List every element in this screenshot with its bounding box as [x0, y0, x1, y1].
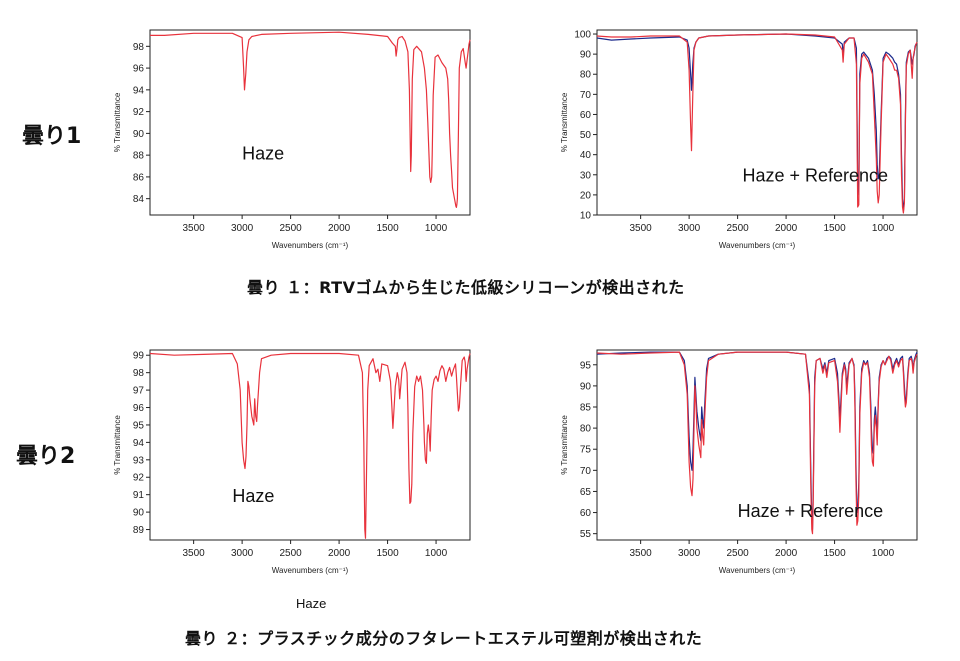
x-tick-label: 1500: [823, 223, 846, 234]
x-tick-label: 2500: [279, 223, 302, 234]
row-label-2: 曇り2: [16, 444, 76, 469]
series-line-haze: [596, 33, 918, 214]
y-tick-label: 97: [133, 386, 145, 397]
y-tick-label: 90: [580, 381, 592, 392]
y-tick-label: 98: [133, 368, 145, 379]
chart-inner-label: Haze: [232, 486, 274, 506]
y-tick-label: 93: [133, 455, 145, 466]
y-axis-title: % Transmittance: [560, 415, 569, 475]
y-tick-label: 84: [133, 194, 145, 205]
x-tick-label: 1000: [872, 223, 895, 234]
y-tick-label: 20: [580, 190, 592, 201]
x-tick-label: 2000: [775, 548, 798, 559]
plot-frame: [149, 349, 471, 541]
x-tick-label: 1500: [376, 223, 399, 234]
series-line-haze: [149, 352, 471, 539]
y-tick-label: 90: [580, 50, 592, 61]
x-tick-label: 2500: [726, 223, 749, 234]
y-tick-label: 90: [133, 508, 145, 519]
y-tick-label: 96: [133, 403, 145, 414]
series-line-haze: [596, 351, 918, 535]
chart-inner-label: Haze + Reference: [742, 166, 888, 186]
x-tick-label: 2000: [775, 223, 798, 234]
y-axis-title: % Transmittance: [113, 415, 122, 475]
y-axis-title: % Transmittance: [560, 92, 569, 152]
y-tick-label: 85: [580, 403, 592, 414]
plot-frame: [149, 29, 471, 216]
x-tick-label: 3500: [630, 548, 653, 559]
y-tick-label: 96: [133, 64, 145, 75]
y-tick-label: 95: [133, 420, 145, 431]
y-tick-label: 95: [580, 360, 592, 371]
y-tick-label: 70: [580, 90, 592, 101]
x-axis-title: Wavenumbers (cm⁻¹): [719, 566, 796, 575]
y-tick-label: 80: [580, 70, 592, 81]
x-tick-label: 1000: [872, 548, 895, 559]
y-tick-label: 89: [133, 525, 145, 536]
chart-inner-label: Haze: [242, 144, 284, 164]
y-tick-label: 94: [133, 85, 145, 96]
y-tick-label: 90: [133, 129, 145, 140]
x-tick-label: 3500: [183, 548, 206, 559]
chart-4: 55 60 65 70 75 80 85 90 95 3500 3000 2500 2000 1500 10…: [560, 349, 918, 575]
x-tick-label: 3000: [678, 548, 701, 559]
plot-frame: [596, 349, 918, 541]
x-axis-title: Wavenumbers (cm⁻¹): [272, 566, 349, 575]
y-tick-label: 80: [580, 424, 592, 435]
x-tick-label: 1000: [425, 548, 448, 559]
caption-1: 曇り １：RTVゴムから生じた低級シリコーンが検出された: [247, 278, 685, 297]
chart-1: 84 86 88 90 92 94 96 98 3500 3000 2500 2000 1500 1000…: [113, 29, 471, 250]
x-axis-title: Wavenumbers (cm⁻¹): [719, 241, 796, 250]
series-line-reference: [596, 351, 918, 530]
plot-frame: [596, 29, 918, 216]
under-chart-label: Haze: [296, 596, 327, 611]
y-tick-label: 55: [580, 529, 592, 540]
x-tick-label: 1000: [425, 223, 448, 234]
series-line-haze: [150, 31, 471, 208]
x-tick-label: 2500: [726, 548, 749, 559]
y-axis-title: % Transmittance: [113, 92, 122, 152]
y-tick-label: 99: [133, 351, 145, 362]
y-tick-label: 94: [133, 438, 145, 449]
chart-inner-label: Haze + Reference: [738, 501, 884, 521]
chart-2: 10 20 30 40 50 60 70 80 90 100 3500 3000 2500 2000 150…: [560, 29, 918, 250]
x-tick-label: 3500: [183, 223, 206, 234]
x-tick-label: 1500: [376, 548, 399, 559]
y-tick-label: 60: [580, 110, 592, 121]
chart-3: 89 90 91 92 93 94 95 96 97 98 99 3500 3000 2500 2000 15…: [113, 349, 471, 575]
x-tick-label: 2500: [279, 548, 302, 559]
y-tick-label: 10: [580, 211, 592, 222]
x-tick-label: 2000: [328, 548, 351, 559]
x-tick-label: 3500: [630, 223, 653, 234]
y-tick-label: 92: [133, 107, 145, 118]
y-tick-label: 88: [133, 151, 145, 162]
y-tick-label: 92: [133, 473, 145, 484]
x-axis-title: Wavenumbers (cm⁻¹): [272, 241, 349, 250]
y-tick-label: 60: [580, 508, 592, 519]
caption-2: 曇り ２：プラスチック成分のフタレートエステル可塑剤が検出された: [185, 629, 703, 648]
y-tick-label: 50: [580, 130, 592, 141]
y-tick-label: 40: [580, 150, 592, 161]
row-label-1: 曇り1: [22, 124, 82, 149]
y-tick-label: 98: [133, 42, 145, 53]
y-tick-label: 91: [133, 490, 145, 501]
x-tick-label: 3000: [678, 223, 701, 234]
y-tick-label: 65: [580, 487, 592, 498]
y-tick-label: 86: [133, 172, 145, 183]
x-tick-label: 1500: [823, 548, 846, 559]
x-tick-label: 3000: [231, 548, 254, 559]
y-tick-label: 75: [580, 445, 592, 456]
x-tick-label: 3000: [231, 223, 254, 234]
y-tick-label: 70: [580, 466, 592, 477]
y-tick-label: 100: [574, 30, 591, 41]
x-tick-label: 2000: [328, 223, 351, 234]
y-tick-label: 30: [580, 170, 592, 181]
